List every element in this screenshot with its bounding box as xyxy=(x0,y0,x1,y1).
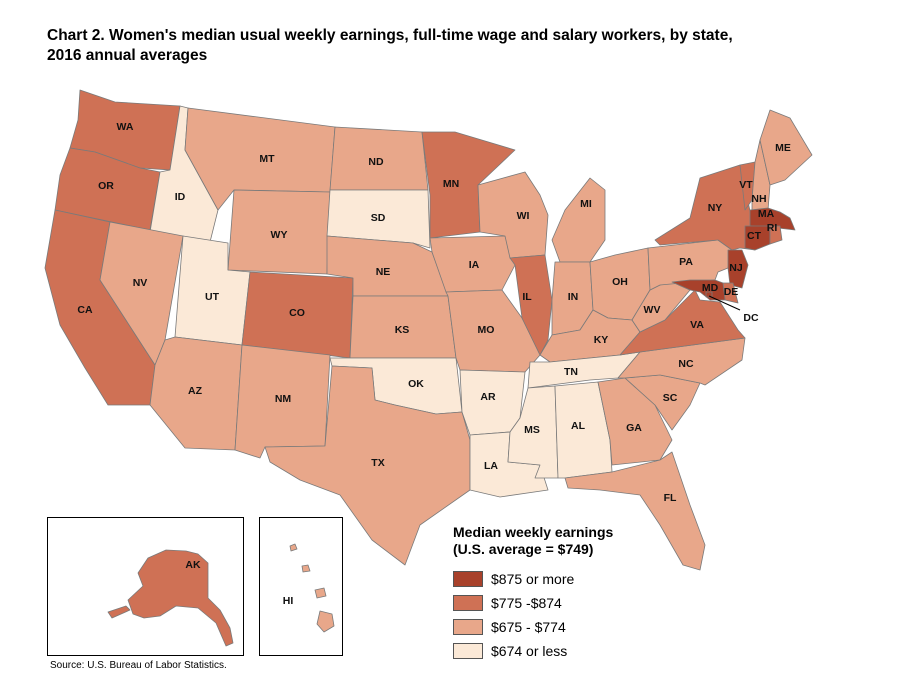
label-MI: MI xyxy=(580,198,592,210)
label-OH: OH xyxy=(612,276,628,288)
label-IA: IA xyxy=(469,259,480,271)
label-MD: MD xyxy=(702,282,719,294)
alaska-map: AK xyxy=(107,549,234,647)
label-GA: GA xyxy=(626,422,642,434)
label-VT: VT xyxy=(739,179,753,191)
label-WI: WI xyxy=(517,210,530,222)
label-CO: CO xyxy=(289,307,305,319)
legend-swatch-tier2 xyxy=(453,595,483,611)
label-MT: MT xyxy=(259,153,275,165)
state-HI-oahu xyxy=(301,564,311,573)
label-CT: CT xyxy=(747,230,762,242)
legend-label-tier4: $674 or less xyxy=(491,643,568,659)
label-WV: WV xyxy=(644,304,661,316)
chart-title-line1: Chart 2. Women's median usual weekly ear… xyxy=(47,27,733,44)
label-RI: RI xyxy=(767,222,778,234)
alaska-inset: AK xyxy=(47,517,244,656)
label-ME: ME xyxy=(775,142,791,154)
label-MS: MS xyxy=(524,424,540,436)
label-IL: IL xyxy=(522,291,532,303)
label-KY: KY xyxy=(594,334,609,346)
label-IN: IN xyxy=(568,291,579,303)
legend-item-tier4: $674 or less xyxy=(453,642,567,660)
label-ID: ID xyxy=(175,191,186,203)
legend-item-tier2: $775 -$874 xyxy=(453,594,562,612)
legend-title-line1: Median weekly earnings xyxy=(453,524,614,540)
label-NE: NE xyxy=(376,266,391,278)
label-NM: NM xyxy=(275,393,292,405)
state-AK xyxy=(127,549,234,647)
label-SD: SD xyxy=(371,212,386,224)
state-FL xyxy=(564,451,706,571)
source-note: Source: U.S. Bureau of Labor Statistics. xyxy=(50,660,227,671)
state-CT xyxy=(744,225,771,251)
state-AK-islands xyxy=(107,605,131,619)
state-labels: WA OR CA ID NV UT AZ MT WY CO NM ND SD N… xyxy=(77,121,790,504)
state-ME xyxy=(759,109,813,186)
state-RI xyxy=(769,225,783,245)
label-AK: AK xyxy=(185,559,201,571)
label-CA: CA xyxy=(77,304,93,316)
label-NC: NC xyxy=(678,358,694,370)
state-NY xyxy=(654,164,756,251)
legend-title: Median weekly earnings (U.S. average = $… xyxy=(453,524,613,558)
label-OK: OK xyxy=(408,378,424,390)
dc-leader-line xyxy=(708,295,741,311)
label-UT: UT xyxy=(205,291,220,303)
legend-label-tier3: $675 - $774 xyxy=(491,619,566,635)
legend-title-line2: (U.S. average = $749) xyxy=(453,541,594,557)
label-AR: AR xyxy=(480,391,496,403)
label-MN: MN xyxy=(443,178,459,190)
state-IL xyxy=(509,254,553,356)
label-OR: OR xyxy=(98,180,114,192)
label-KS: KS xyxy=(395,324,410,336)
state-HI-main xyxy=(316,610,335,633)
state-MI xyxy=(551,177,606,263)
state-TX xyxy=(264,365,471,566)
label-WY: WY xyxy=(271,229,288,241)
label-SC: SC xyxy=(663,392,678,404)
legend: Median weekly earnings (U.S. average = $… xyxy=(453,524,613,659)
chart-title-line2: 2016 annual averages xyxy=(47,47,208,64)
label-NV: NV xyxy=(133,277,148,289)
label-LA: LA xyxy=(484,460,498,472)
label-DC: DC xyxy=(743,312,759,324)
label-NH: NH xyxy=(751,193,766,205)
label-MO: MO xyxy=(478,324,495,336)
chart-title: Chart 2. Women's median usual weekly ear… xyxy=(47,26,867,66)
label-TN: TN xyxy=(564,366,578,378)
label-ND: ND xyxy=(368,156,384,168)
legend-swatch-tier4 xyxy=(453,643,483,659)
label-VA: VA xyxy=(690,319,704,331)
legend-item-tier1: $875 or more xyxy=(453,570,574,588)
label-MA: MA xyxy=(758,208,775,220)
label-WA: WA xyxy=(117,121,134,133)
label-AL: AL xyxy=(571,420,586,432)
label-NY: NY xyxy=(708,202,723,214)
state-HI-kauai xyxy=(289,543,298,552)
label-PA: PA xyxy=(679,256,693,268)
legend-swatch-tier1 xyxy=(453,571,483,587)
legend-label-tier2: $775 -$874 xyxy=(491,595,562,611)
legend-label-tier1: $875 or more xyxy=(491,571,575,587)
label-DE: DE xyxy=(724,286,739,298)
label-AZ: AZ xyxy=(188,385,203,397)
label-HI: HI xyxy=(283,595,294,607)
label-FL: FL xyxy=(664,492,677,504)
state-NJ xyxy=(727,249,749,289)
label-TX: TX xyxy=(371,457,384,469)
legend-swatch-tier3 xyxy=(453,619,483,635)
hawaii-inset: HI xyxy=(259,517,343,656)
label-NJ: NJ xyxy=(729,262,743,274)
state-SD xyxy=(326,189,431,249)
state-HI-maui xyxy=(314,587,327,599)
legend-item-tier3: $675 - $774 xyxy=(453,618,566,636)
hawaii-map: HI xyxy=(283,543,335,633)
